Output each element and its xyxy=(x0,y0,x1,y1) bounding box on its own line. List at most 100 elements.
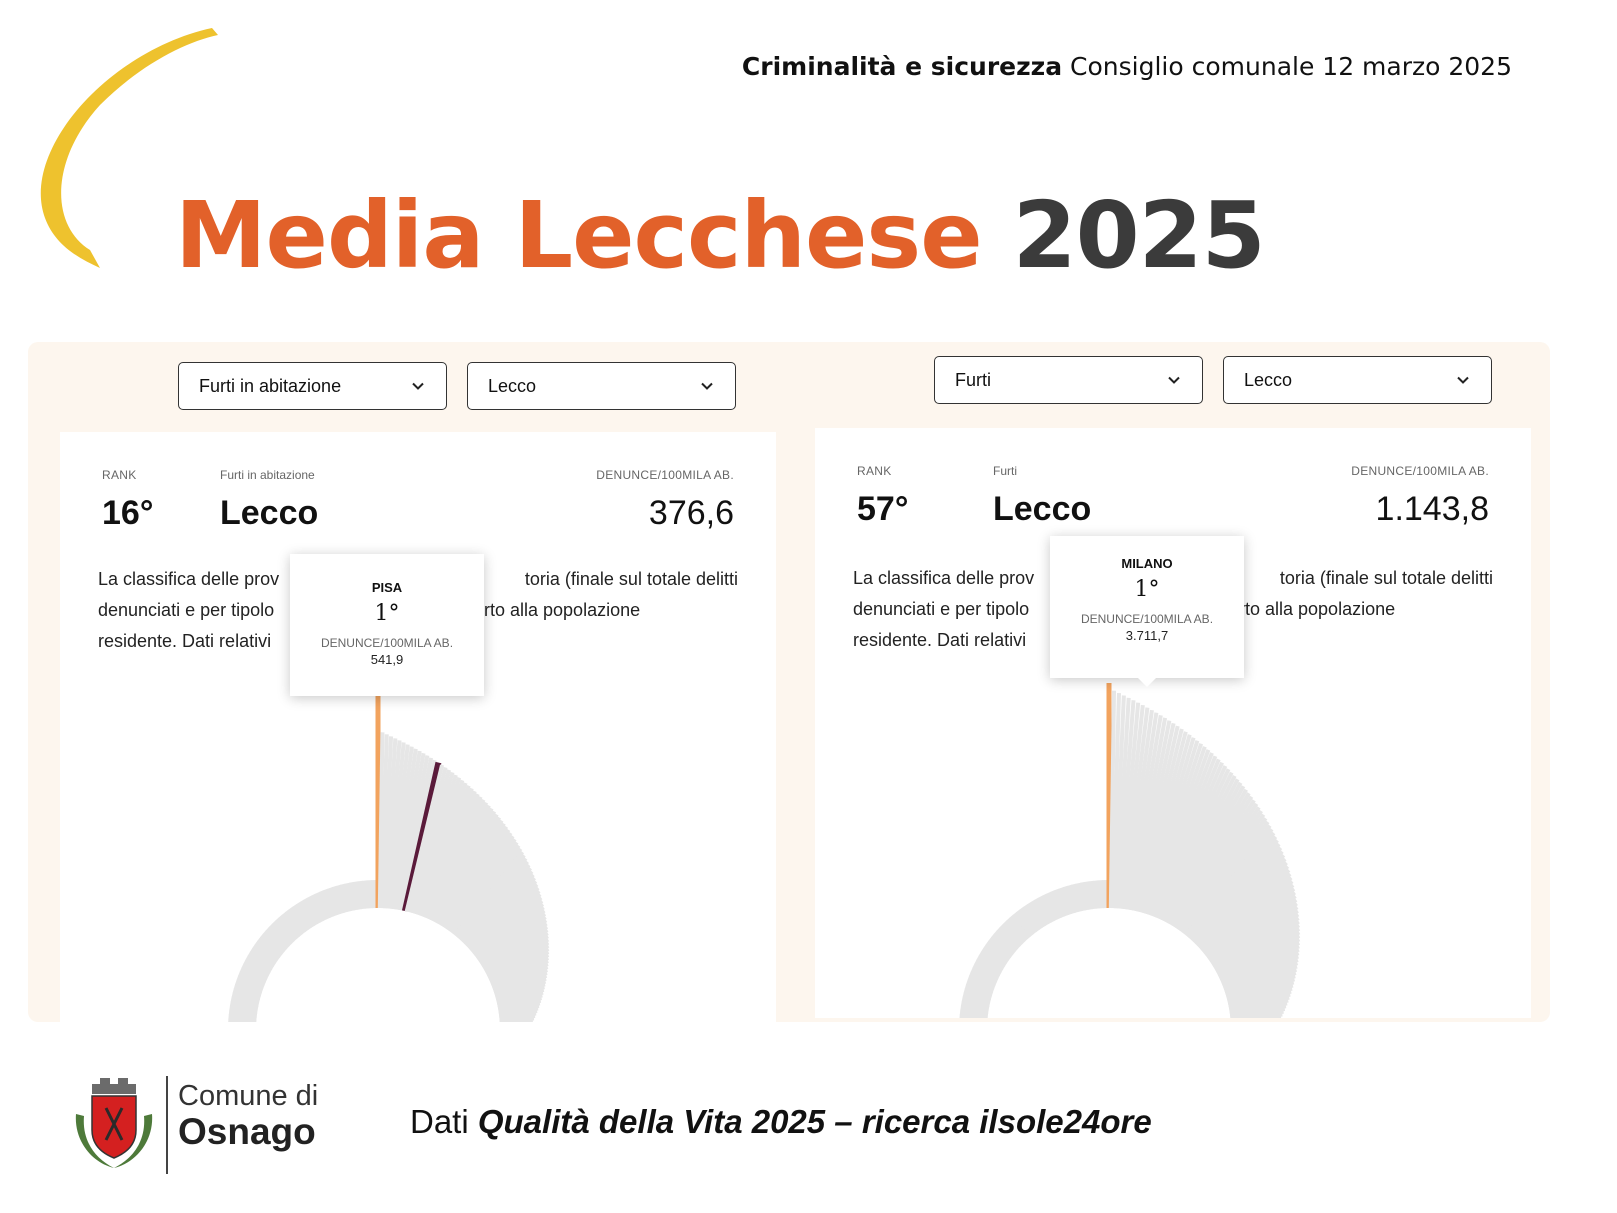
province-bar xyxy=(972,963,1000,980)
province-bar xyxy=(1223,961,1299,992)
province-bar xyxy=(477,912,547,962)
province-bar xyxy=(323,888,338,917)
province-bar xyxy=(381,736,394,909)
province-bar xyxy=(1213,919,1300,972)
province-bar xyxy=(416,782,468,916)
province-bar xyxy=(1220,947,1300,985)
province-bar xyxy=(1205,890,1297,960)
province-bar xyxy=(1130,720,1172,911)
province-bar xyxy=(397,755,430,911)
province-bar xyxy=(430,804,491,922)
province-bar xyxy=(462,873,535,946)
desc-fragment: La classifica delle prov xyxy=(98,569,280,589)
city-name: Lecco xyxy=(220,494,319,532)
province-bar xyxy=(1216,930,1301,977)
province-bar xyxy=(478,915,547,964)
page-title: Media Lecchese 2025 xyxy=(175,190,1266,282)
chart-tooltip: PISA 1° DENUNCE/100MILA AB. 541,9 xyxy=(290,554,484,696)
province-bar xyxy=(379,734,389,909)
province-bar xyxy=(252,944,279,964)
province-bar xyxy=(1179,817,1268,934)
province-bar xyxy=(1177,809,1263,931)
province-bar xyxy=(233,983,263,997)
province-bar xyxy=(1187,835,1278,939)
tooltip-city: PISA xyxy=(371,580,403,595)
desc-fragment: denunciati e per tipolo xyxy=(853,599,1030,619)
logo-line-1: Comune di xyxy=(178,1080,319,1112)
province-bar xyxy=(469,889,541,952)
province-bar xyxy=(245,955,273,974)
city-select-right[interactable]: Lecco xyxy=(1223,356,1492,404)
province-bar xyxy=(1219,941,1301,981)
city-select-right-value: Lecco xyxy=(1244,369,1293,390)
province-bar xyxy=(1164,781,1243,924)
category-label: Furti xyxy=(993,464,1017,478)
category-select-left[interactable]: Furti in abitazione xyxy=(178,362,447,410)
province-bar xyxy=(1217,934,1301,978)
chevron-down-icon xyxy=(1168,376,1180,384)
province-bar xyxy=(1175,806,1261,930)
province-bar xyxy=(1200,872,1292,952)
province-bar xyxy=(386,742,406,909)
province-bar xyxy=(978,951,1006,971)
city-select-left[interactable]: Lecco xyxy=(467,362,736,410)
province-bar xyxy=(1050,890,1066,918)
province-bar xyxy=(1058,887,1073,916)
province-bar xyxy=(1222,957,1299,990)
province-bar xyxy=(340,883,352,913)
metric-label: DENUNCE/100MILA AB. xyxy=(1351,464,1489,478)
category-label: Furti in abitazione xyxy=(220,468,315,482)
province-bar xyxy=(303,897,322,925)
province-bar xyxy=(1197,864,1290,950)
province-bar xyxy=(1178,813,1266,933)
source-title: Qualità della Vita 2025 – ricerca ilsole… xyxy=(477,1103,1152,1140)
province-bar xyxy=(1002,920,1026,945)
province-bar xyxy=(1102,879,1108,909)
province-bar xyxy=(1054,888,1069,917)
province-bar xyxy=(457,860,529,941)
province-bar xyxy=(1147,749,1211,916)
province-bar xyxy=(1117,702,1141,909)
province-bar xyxy=(357,880,367,910)
province-bar xyxy=(1123,709,1154,910)
province-bar xyxy=(229,1005,258,1015)
chevron-down-icon xyxy=(1457,376,1469,384)
province-bar xyxy=(1135,728,1184,912)
province-bar xyxy=(1208,898,1298,962)
province-bar xyxy=(996,926,1021,950)
province-bar xyxy=(1211,909,1299,967)
ranking-description: La classifica delle prov toria (finale su… xyxy=(853,563,1493,656)
province-bar xyxy=(1170,795,1254,927)
province-bar xyxy=(1093,880,1101,909)
province-bar xyxy=(1195,857,1287,947)
province-bar xyxy=(1213,916,1300,970)
category-select-right[interactable]: Furti xyxy=(934,356,1203,404)
province-bar xyxy=(1218,937,1301,980)
province-bar xyxy=(967,975,996,990)
lecco-bar xyxy=(401,761,442,912)
province-bar xyxy=(406,766,448,913)
province-bar xyxy=(1156,765,1228,920)
province-bar xyxy=(336,884,349,913)
metric-value: 1.143,8 xyxy=(1375,490,1489,528)
province-bar xyxy=(362,880,370,909)
province-bar xyxy=(281,911,304,937)
province-bar xyxy=(243,959,271,977)
province-bar xyxy=(1159,771,1234,921)
tooltip-metric-label: DENUNCE/100MILA AB. xyxy=(1080,612,1214,626)
desc-fragment: denunciati e per tipolo xyxy=(98,600,275,620)
province-bar xyxy=(466,883,539,950)
chevron-down-icon xyxy=(701,382,713,390)
province-bar xyxy=(460,866,532,943)
province-bar xyxy=(1230,1012,1283,1018)
province-bar xyxy=(1151,755,1218,918)
province-bar xyxy=(1173,802,1259,929)
tooltip-rank: 1° xyxy=(374,601,400,626)
province-bar xyxy=(1009,914,1032,940)
province-bar xyxy=(454,853,526,938)
province-bar xyxy=(1219,944,1300,983)
chevron-down-icon xyxy=(412,382,424,390)
province-bar xyxy=(436,816,502,926)
province-bar xyxy=(230,996,260,1008)
province-bar xyxy=(1162,778,1240,923)
